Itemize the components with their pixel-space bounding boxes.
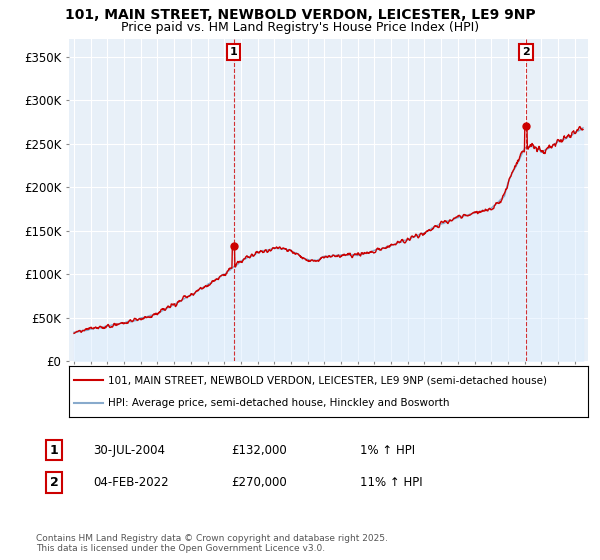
Text: 2: 2 <box>50 476 58 489</box>
Text: 04-FEB-2022: 04-FEB-2022 <box>93 476 169 489</box>
Text: 101, MAIN STREET, NEWBOLD VERDON, LEICESTER, LE9 9NP: 101, MAIN STREET, NEWBOLD VERDON, LEICES… <box>65 8 535 22</box>
Text: £132,000: £132,000 <box>231 444 287 457</box>
Text: 1: 1 <box>50 444 58 457</box>
Text: Price paid vs. HM Land Registry's House Price Index (HPI): Price paid vs. HM Land Registry's House … <box>121 21 479 34</box>
Text: 11% ↑ HPI: 11% ↑ HPI <box>360 476 422 489</box>
Text: 1: 1 <box>230 47 238 57</box>
Text: Contains HM Land Registry data © Crown copyright and database right 2025.
This d: Contains HM Land Registry data © Crown c… <box>36 534 388 553</box>
Text: 30-JUL-2004: 30-JUL-2004 <box>93 444 165 457</box>
Text: 2: 2 <box>522 47 530 57</box>
Text: HPI: Average price, semi-detached house, Hinckley and Bosworth: HPI: Average price, semi-detached house,… <box>108 398 449 408</box>
Text: 101, MAIN STREET, NEWBOLD VERDON, LEICESTER, LE9 9NP (semi-detached house): 101, MAIN STREET, NEWBOLD VERDON, LEICES… <box>108 375 547 385</box>
Text: 1% ↑ HPI: 1% ↑ HPI <box>360 444 415 457</box>
Text: £270,000: £270,000 <box>231 476 287 489</box>
